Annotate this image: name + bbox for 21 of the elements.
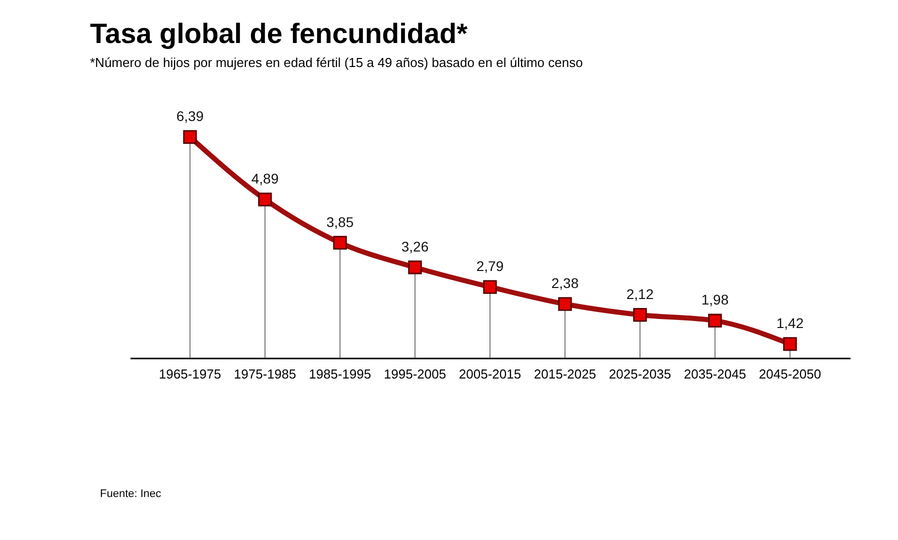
x-tick-label: 2015-2025 xyxy=(534,366,596,382)
x-tick-label: 1965-1975 xyxy=(158,366,222,382)
data-label: 2,38 xyxy=(551,275,579,292)
data-label: 2,12 xyxy=(626,286,654,302)
data-label: 1,42 xyxy=(776,315,804,331)
x-tick-label: 2025-2035 xyxy=(608,366,672,382)
x-tick-label: 2045-2050 xyxy=(758,366,822,382)
x-tick-label: 2035-2045 xyxy=(684,366,746,382)
data-label: 3,26 xyxy=(401,238,429,254)
x-tick-label: 1975-1985 xyxy=(234,366,296,382)
data-label: 3,85 xyxy=(326,214,354,230)
data-label: 1,98 xyxy=(701,292,729,308)
data-label: 2,79 xyxy=(476,258,504,274)
source-note: Fuente: Inec xyxy=(100,488,162,500)
x-tick-label: 1995-2005 xyxy=(384,366,446,382)
x-tick-label: 1985-1995 xyxy=(308,366,372,382)
chart-title: Tasa global de fencundidad* xyxy=(90,18,468,49)
x-tick-label: 2005-2015 xyxy=(458,366,522,382)
chart-subtitle: *Número de hijos por mujeres en edad fértil (15 a 49 años) basado en el último censo xyxy=(90,55,583,70)
data-label: 6,39 xyxy=(176,108,204,124)
data-label: 4,89 xyxy=(251,170,279,186)
